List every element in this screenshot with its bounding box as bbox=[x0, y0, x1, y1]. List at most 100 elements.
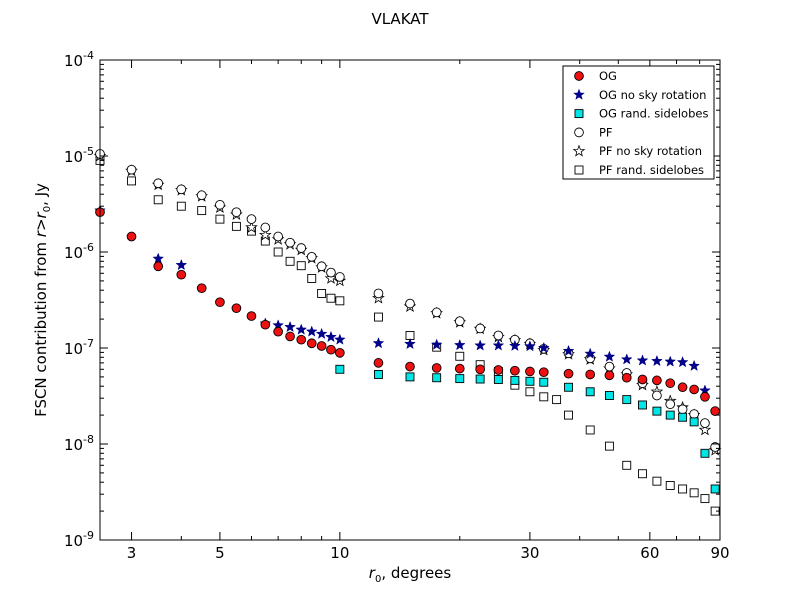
y-tick-labels: 10-9 10-8 10-7 10-6 10-5 10-4 bbox=[64, 49, 94, 550]
data-point bbox=[585, 425, 595, 435]
data-point bbox=[296, 243, 307, 253]
data-point bbox=[622, 395, 632, 405]
data-point bbox=[603, 350, 616, 362]
data-point bbox=[688, 359, 701, 371]
x-tick-labels: 3 5 10 30 60 90 bbox=[127, 544, 730, 562]
y-tick-label: 10-4 bbox=[64, 49, 94, 70]
data-point bbox=[306, 252, 317, 262]
axis-ticks bbox=[100, 59, 721, 541]
data-point bbox=[493, 330, 504, 341]
data-point bbox=[563, 368, 574, 379]
data-point bbox=[176, 184, 187, 195]
legend-label: OG no sky rotation bbox=[599, 88, 706, 102]
data-point bbox=[538, 367, 549, 378]
data-point bbox=[665, 410, 675, 420]
data-point bbox=[710, 484, 720, 494]
data-point bbox=[273, 326, 283, 337]
data-point bbox=[474, 339, 487, 351]
data-point bbox=[196, 190, 207, 201]
legend-label: OG rand. sidelobes bbox=[599, 107, 708, 121]
data-point bbox=[126, 164, 137, 175]
y-tick-label: 10-5 bbox=[64, 145, 94, 166]
data-point bbox=[700, 448, 710, 458]
data-point bbox=[689, 488, 699, 498]
data-point bbox=[316, 341, 327, 351]
data-point bbox=[652, 375, 662, 386]
data-point bbox=[246, 214, 257, 224]
data-point bbox=[306, 338, 317, 349]
data-point bbox=[604, 441, 614, 451]
data-point bbox=[539, 392, 549, 402]
data-point bbox=[196, 283, 207, 294]
data-point bbox=[372, 337, 385, 349]
data-point bbox=[260, 319, 271, 330]
data-point bbox=[333, 333, 346, 345]
data-point bbox=[231, 221, 241, 231]
series-og bbox=[95, 207, 720, 416]
data-point bbox=[524, 340, 536, 352]
data-point bbox=[285, 256, 295, 266]
data-point bbox=[405, 361, 415, 372]
x-axis-label: r0, degrees bbox=[369, 564, 452, 585]
data-point bbox=[552, 395, 562, 405]
data-point bbox=[585, 387, 595, 397]
data-point bbox=[636, 354, 649, 366]
data-point bbox=[431, 307, 442, 318]
data-point bbox=[453, 338, 466, 351]
legend: OG OG no sky rotation OG rand. sidelobes PF… bbox=[562, 65, 715, 180]
data-point bbox=[153, 195, 163, 205]
data-point bbox=[296, 334, 307, 345]
chart-title: VLAKAT bbox=[371, 10, 429, 28]
data-point bbox=[676, 356, 689, 368]
x-tick-label: 60 bbox=[640, 544, 659, 562]
legend-marker bbox=[572, 144, 586, 157]
data-point bbox=[176, 201, 186, 211]
data-point bbox=[475, 364, 486, 375]
data-point bbox=[307, 274, 317, 283]
data-point bbox=[285, 237, 295, 248]
x-tick-label: 30 bbox=[520, 544, 539, 562]
data-point bbox=[152, 252, 165, 264]
data-point bbox=[475, 374, 485, 384]
y-tick-label: 10-8 bbox=[64, 433, 94, 454]
data-point bbox=[326, 344, 336, 355]
legend-marker bbox=[574, 71, 584, 81]
data-point bbox=[678, 484, 688, 494]
data-point bbox=[231, 303, 242, 314]
data-point bbox=[638, 400, 647, 410]
data-point bbox=[475, 323, 486, 334]
data-point bbox=[326, 267, 336, 278]
data-point bbox=[539, 377, 549, 387]
data-point bbox=[492, 339, 505, 351]
data-point bbox=[324, 271, 338, 284]
data-point bbox=[305, 325, 318, 337]
data-point bbox=[260, 222, 271, 233]
data-point bbox=[197, 206, 207, 216]
data-point bbox=[285, 331, 295, 342]
data-point bbox=[405, 298, 415, 309]
data-point bbox=[710, 406, 720, 416]
data-point bbox=[585, 369, 596, 380]
data-point bbox=[127, 176, 136, 186]
data-point bbox=[273, 231, 283, 242]
data-point bbox=[700, 494, 710, 504]
data-point bbox=[295, 323, 308, 335]
series-pf-rand-sidelobes bbox=[95, 155, 720, 516]
data-points bbox=[93, 149, 722, 516]
data-point bbox=[562, 344, 575, 357]
data-point bbox=[404, 337, 416, 350]
data-point bbox=[215, 199, 225, 210]
data-point bbox=[231, 207, 242, 218]
data-point bbox=[334, 272, 345, 282]
data-point bbox=[664, 355, 677, 367]
data-point bbox=[621, 372, 632, 383]
data-point bbox=[678, 412, 688, 422]
data-point bbox=[326, 293, 336, 303]
data-point bbox=[525, 366, 535, 377]
data-point bbox=[175, 258, 188, 271]
data-point bbox=[665, 481, 675, 490]
data-point bbox=[335, 364, 345, 374]
x-tick-label: 10 bbox=[330, 544, 349, 562]
data-point bbox=[525, 387, 535, 397]
